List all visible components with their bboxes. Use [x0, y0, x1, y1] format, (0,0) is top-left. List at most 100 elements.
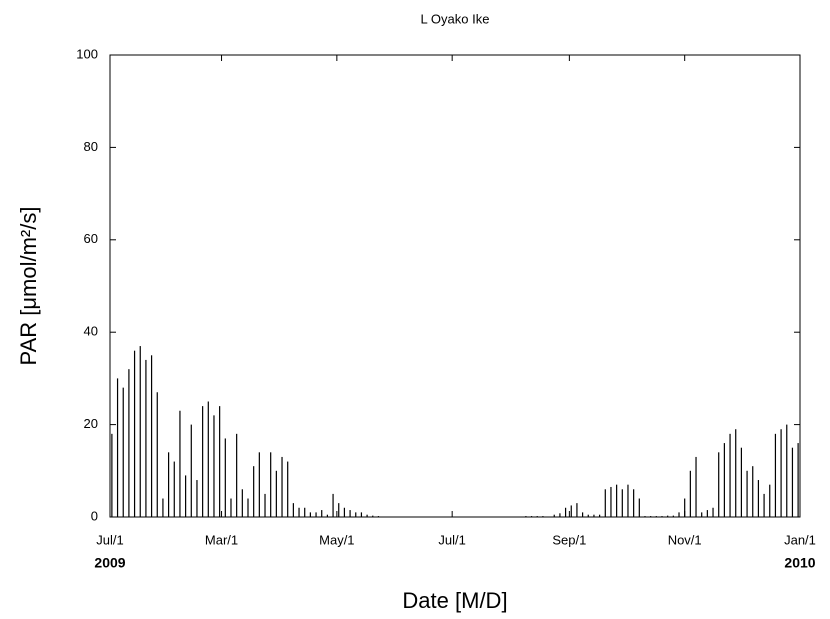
bar [695, 456, 697, 517]
bar [236, 433, 238, 517]
bar [684, 498, 686, 517]
bar [355, 512, 357, 517]
y-axis-label: PAR [μmol/m²/s] [16, 207, 41, 366]
bar [360, 512, 363, 517]
bar [377, 516, 380, 517]
year-label: 2009 [94, 555, 125, 571]
bar [678, 512, 680, 517]
bar [604, 489, 606, 517]
x-tick-label: Jan/1 [784, 532, 816, 547]
bar [372, 515, 374, 517]
bar [672, 515, 674, 517]
bar [525, 516, 527, 517]
bar [752, 466, 754, 517]
bar [309, 512, 311, 517]
bar [275, 470, 277, 517]
x-tick-label: Mar/1 [205, 532, 238, 547]
bar [190, 424, 192, 517]
bar [150, 355, 153, 517]
y-tick-label: 20 [84, 416, 98, 431]
y-tick-label: 0 [91, 508, 98, 523]
bar [253, 466, 255, 517]
bar [786, 424, 788, 517]
bar [797, 443, 799, 517]
bar [769, 484, 771, 517]
bar [621, 489, 623, 517]
bar [791, 447, 794, 517]
bar [593, 514, 595, 517]
plot-frame [109, 54, 801, 518]
bar [202, 406, 204, 517]
y-tick-label: 100 [76, 46, 98, 61]
year-label: 2010 [784, 555, 815, 571]
x-tick-label: Jul/1 [96, 532, 123, 547]
bar [116, 378, 119, 517]
bar [616, 484, 618, 517]
bar [292, 503, 294, 517]
bar [740, 447, 742, 517]
bar [564, 507, 567, 517]
bar [706, 510, 708, 517]
bar [321, 510, 323, 517]
bar [599, 514, 601, 517]
bar [780, 429, 782, 517]
bar [145, 359, 147, 517]
bar [576, 503, 578, 517]
bar [366, 514, 368, 517]
bar [587, 514, 589, 517]
bar [338, 503, 340, 517]
bar [326, 514, 328, 517]
bar [729, 433, 731, 517]
bar [241, 489, 243, 517]
bar [287, 461, 289, 517]
bar [213, 415, 215, 517]
bar [258, 452, 260, 517]
bar [559, 513, 561, 517]
bar [638, 498, 640, 517]
bar [185, 475, 187, 517]
bar [156, 392, 158, 517]
bar [536, 516, 538, 517]
bar [627, 484, 629, 517]
bar [196, 480, 198, 517]
bar [264, 493, 266, 517]
bar [650, 516, 652, 517]
bar [315, 512, 317, 517]
bar [582, 512, 584, 517]
bar [304, 507, 306, 517]
bar [219, 406, 221, 517]
bar [343, 507, 346, 517]
bar [570, 505, 572, 517]
bar [553, 514, 555, 517]
bar [298, 507, 300, 517]
bar [746, 470, 748, 517]
bar [701, 512, 703, 517]
bar [655, 516, 657, 517]
x-tick-label: Jul/1 [438, 532, 465, 547]
bar [128, 369, 130, 517]
bar [723, 443, 725, 517]
bar [644, 516, 646, 517]
bar [122, 387, 124, 517]
bar [712, 507, 714, 517]
x-tick-label: Sep/1 [552, 532, 586, 547]
bar [757, 480, 760, 517]
bar [207, 401, 209, 517]
bar [542, 516, 544, 517]
bar [735, 429, 737, 517]
bar [763, 493, 765, 517]
bar [661, 516, 663, 517]
bar [270, 452, 272, 517]
y-tick-label: 60 [84, 231, 98, 246]
bar [133, 350, 136, 517]
bar [689, 470, 691, 517]
bar [633, 489, 635, 517]
bar [530, 516, 533, 517]
y-tick-label: 40 [84, 324, 98, 339]
x-axis-label: Date [M/D] [402, 588, 507, 613]
bar [667, 515, 669, 517]
x-tick-label: May/1 [319, 532, 354, 547]
bar [332, 493, 334, 517]
bar [349, 510, 351, 517]
